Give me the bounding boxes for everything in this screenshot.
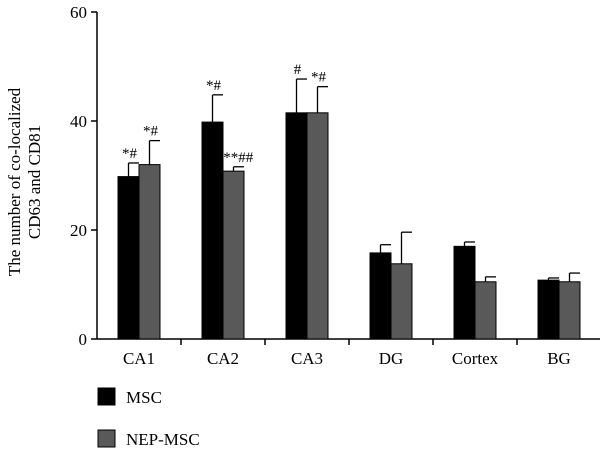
axes: 0 20 40 60 CA1 CA2 CA3 DG Cortex BG: [70, 3, 600, 368]
significance-label: *#: [206, 78, 222, 94]
y-axis-label-line: The number of co-localized: [5, 87, 24, 276]
bar: [474, 281, 497, 340]
y-tick-label: 60: [70, 3, 87, 22]
legend-swatch: [97, 387, 116, 406]
y-axis-label: The number of co-localizedCD63 and CD81: [5, 87, 44, 276]
bar: [222, 170, 245, 340]
x-tick-label: Cortex: [452, 349, 499, 368]
bar: [390, 263, 413, 340]
bar: [537, 279, 560, 340]
legend-label: NEP-MSC: [126, 430, 200, 449]
bar: [285, 112, 308, 340]
y-tick-label: 20: [70, 221, 87, 240]
x-tick-label: CA1: [123, 349, 155, 368]
x-tick-label: BG: [547, 349, 571, 368]
bar: [117, 176, 140, 340]
significance-label: *#: [143, 124, 159, 140]
y-axis-title: The number of co-localizedCD63 and CD81: [5, 87, 44, 276]
x-tick-label: CA2: [207, 349, 239, 368]
y-tick-label: 40: [70, 112, 87, 131]
significance-label: ***##: [216, 150, 254, 166]
bar: [558, 281, 581, 340]
bar: [453, 245, 476, 340]
bar: [138, 164, 161, 340]
significance-markers: *# *# # *# ***## *#: [122, 62, 327, 166]
legend-label: MSC: [126, 388, 162, 407]
bar: [306, 112, 329, 340]
legend: MSC NEP-MSC: [97, 387, 200, 449]
bar: [369, 252, 392, 340]
legend-swatch: [97, 429, 116, 448]
significance-label: *#: [122, 146, 138, 162]
bars: [117, 112, 581, 340]
significance-label: #: [294, 62, 302, 78]
y-tick-label: 0: [79, 330, 88, 349]
x-tick-label: CA3: [291, 349, 323, 368]
significance-label: *#: [311, 70, 327, 86]
x-tick-label: DG: [379, 349, 404, 368]
error-bars: [127, 78, 580, 282]
y-axis-label-line: CD63 and CD81: [25, 125, 44, 239]
